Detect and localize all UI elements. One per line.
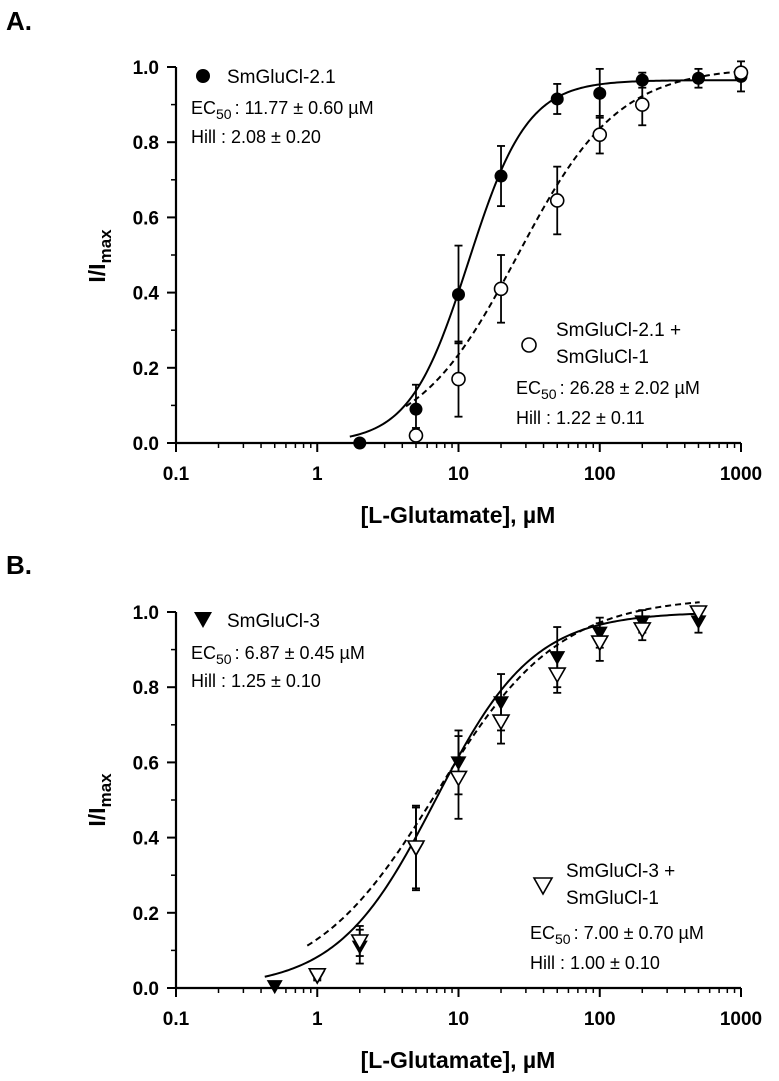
legend-label-smglucl-3-plus-line1: SmGluCl-3 + xyxy=(566,861,675,882)
data-point-smglucl-2-1 xyxy=(634,97,650,112)
panel-b: B. 0.1 1 10 100 1000 0.0 0.2 0.4 0.6 0.8 1.0 [L-Gl… xyxy=(6,550,762,1073)
data-point-smglucl-2-1 xyxy=(408,428,424,443)
y-tick-label: 0.8 xyxy=(133,678,159,699)
y-tick-label: 0.0 xyxy=(133,979,159,1000)
legend-marker-filled-triangle xyxy=(194,612,212,628)
x-tick-label: 1 xyxy=(312,464,323,485)
panel-b-axes: 0.1 1 10 100 1000 0.0 0.2 0.4 0.6 0.8 1.0 xyxy=(133,603,763,1030)
data-point-smglucl-2-1 xyxy=(353,436,367,450)
ec50-annotation-smglucl-2-1: EC50: 11.77 ± 0.60 µM xyxy=(191,98,374,122)
x-tick-label: 1000 xyxy=(720,1009,762,1030)
data-point-smglucl-3 xyxy=(350,934,370,951)
ec50-annotation-smglucl-3: EC50: 6.87 ± 0.45 µM xyxy=(191,643,365,667)
x-tick-label: 0.1 xyxy=(163,464,190,485)
x-tick-label: 0.1 xyxy=(163,1009,190,1030)
ec50-annotation-smglucl-2-1-plus-1: EC50: 26.28 ± 2.02 µM xyxy=(516,378,700,402)
data-point-smglucl-2-1 xyxy=(409,402,423,416)
panel-a-x-axis-title: [L-Glutamate], µM xyxy=(361,502,556,528)
data-point-smglucl-2-1 xyxy=(592,127,608,142)
legend-marker-filled-circle xyxy=(196,69,210,83)
data-point-smglucl-2-1 xyxy=(549,193,565,208)
panel-a-marks xyxy=(349,60,749,450)
panel-a-legend-series-2: SmGluCl-2.1 + SmGluCl-1 EC50: 26.28 ± 2.… xyxy=(516,320,700,428)
data-point-smglucl-3 xyxy=(307,968,327,985)
data-point-smglucl-3 xyxy=(590,635,610,652)
panel-a: A. 0.1 1 10 100 1000 0.0 0.2 0.4 0.6 0.8 1.0 [L-Gl… xyxy=(6,6,762,528)
panel-a-axes: 0.1 1 10 100 1000 0.0 0.2 0.4 0.6 0.8 1.0 xyxy=(133,58,763,485)
panel-b-legend-series-2: SmGluCl-3 + SmGluCl-1 EC50: 7.00 ± 0.70 … xyxy=(530,861,704,973)
panel-b-legend-series-1: SmGluCl-3 EC50: 6.87 ± 0.45 µM Hill : 1.… xyxy=(191,611,365,691)
y-tick-label: 0.0 xyxy=(133,434,159,455)
ec50-annotation-smglucl-3-plus-1: EC50: 7.00 ± 0.70 µM xyxy=(530,923,704,947)
hill-annotation-smglucl-2-1: Hill : 2.08 ± 0.20 xyxy=(191,127,321,147)
legend-label-smglucl-3-plus-line2: SmGluCl-1 xyxy=(566,888,659,909)
data-point-smglucl-2-1 xyxy=(691,71,705,85)
data-point-smglucl-3 xyxy=(266,980,283,995)
fit-curve-smglucl-3 xyxy=(264,612,700,978)
panel-b-x-axis-title: [L-Glutamate], µM xyxy=(361,1047,556,1073)
x-tick-label: 100 xyxy=(584,464,616,485)
legend-marker-open-circle xyxy=(521,337,537,353)
x-tick-label: 1000 xyxy=(720,464,762,485)
data-point-smglucl-3 xyxy=(491,714,511,731)
hill-annotation-smglucl-2-1-plus-1: Hill : 1.22 ± 0.11 xyxy=(516,408,645,428)
data-point-smglucl-2-1 xyxy=(452,287,465,301)
y-tick-label: 0.2 xyxy=(133,904,159,925)
panel-a-label: A. xyxy=(6,6,32,36)
x-tick-label: 10 xyxy=(448,1009,469,1030)
data-point-smglucl-2-1 xyxy=(493,281,509,297)
data-point-smglucl-2-1 xyxy=(451,371,466,387)
panel-a-legend-series-1: SmGluCl-2.1 EC50: 11.77 ± 0.60 µM Hill :… xyxy=(191,67,374,147)
legend-label-smglucl-3: SmGluCl-3 xyxy=(227,611,320,632)
legend-marker-open-triangle xyxy=(532,877,554,896)
data-point-smglucl-2-1 xyxy=(494,169,508,183)
fit-curve-smglucl-3 xyxy=(306,601,700,947)
panel-b-label: B. xyxy=(6,550,32,580)
y-tick-label: 0.6 xyxy=(133,208,159,229)
y-tick-label: 0.6 xyxy=(133,753,159,774)
legend-label-smglucl-2-1-plus-line2: SmGluCl-1 xyxy=(556,347,649,368)
panel-b-marks xyxy=(264,601,708,995)
fit-curve-smglucl-2-1 xyxy=(405,70,743,408)
data-point-smglucl-2-1 xyxy=(733,65,749,80)
x-tick-label: 10 xyxy=(448,464,469,485)
data-point-smglucl-3 xyxy=(449,770,468,788)
legend-label-smglucl-2-1-plus-line1: SmGluCl-2.1 + xyxy=(556,320,681,341)
data-point-smglucl-3 xyxy=(406,840,426,857)
y-tick-label: 1.0 xyxy=(133,58,159,79)
x-tick-label: 100 xyxy=(584,1009,616,1030)
panel-b-y-axis-title: I/Imax xyxy=(84,773,115,827)
data-point-smglucl-3 xyxy=(689,605,708,622)
data-point-smglucl-3 xyxy=(547,667,567,684)
hill-annotation-smglucl-3-plus-1: Hill : 1.00 ± 0.10 xyxy=(530,953,660,973)
y-tick-label: 0.4 xyxy=(133,284,160,305)
panel-a-y-axis-title: I/Imax xyxy=(84,229,115,283)
data-point-smglucl-3 xyxy=(632,622,652,639)
y-tick-label: 0.8 xyxy=(133,133,159,154)
legend-label-smglucl-2-1: SmGluCl-2.1 xyxy=(227,67,336,88)
hill-annotation-smglucl-3: Hill : 1.25 ± 0.10 xyxy=(191,671,321,691)
data-point-smglucl-2-1 xyxy=(593,86,607,100)
data-point-smglucl-2-1 xyxy=(550,92,564,106)
x-tick-label: 1 xyxy=(312,1009,323,1030)
y-tick-label: 0.2 xyxy=(133,359,159,380)
data-point-smglucl-3 xyxy=(690,615,707,630)
y-tick-label: 0.4 xyxy=(133,829,160,850)
y-tick-label: 1.0 xyxy=(133,603,159,624)
